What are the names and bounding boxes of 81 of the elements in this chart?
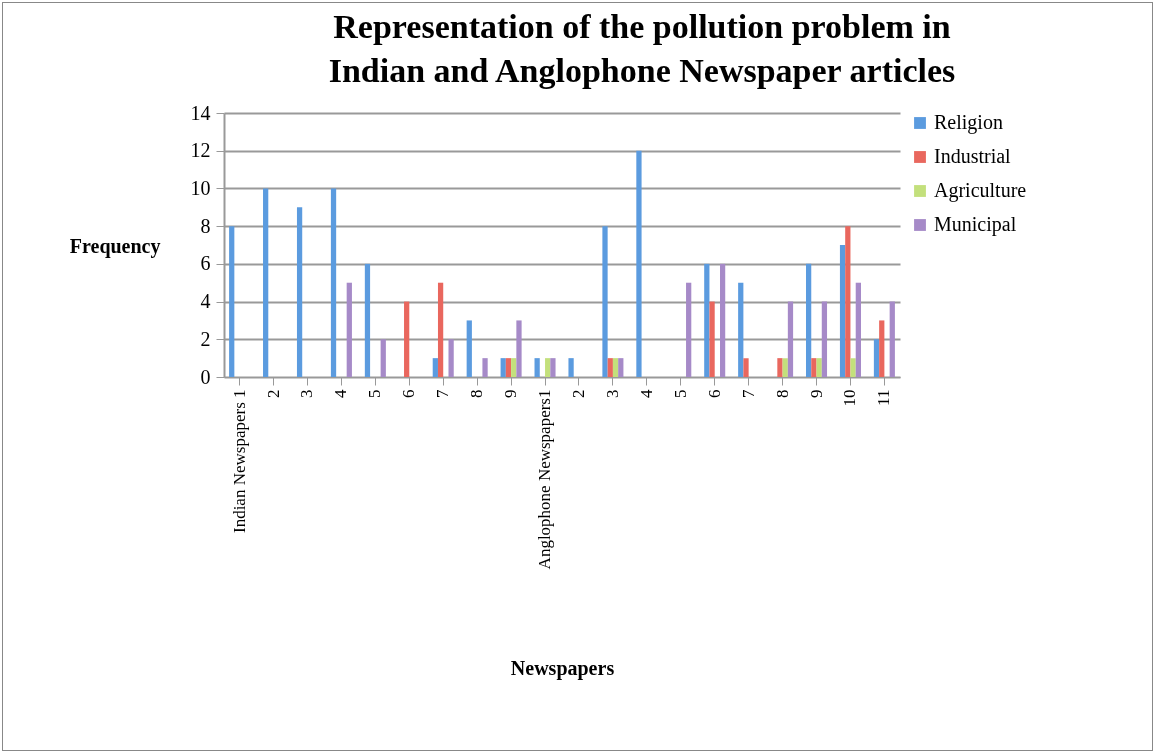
bar — [500, 358, 506, 377]
x-tick-label: 10 — [840, 389, 860, 407]
x-tick-label: Anglophone Newspapers1 — [535, 389, 555, 570]
bar — [516, 320, 522, 377]
bar — [380, 339, 386, 377]
legend-label: Industrial — [934, 145, 1012, 167]
bar — [839, 245, 846, 377]
x-axis-title: Newspapers — [510, 657, 615, 681]
y-tick-label: 6 — [200, 252, 211, 275]
y-tick-label: 14 — [190, 101, 211, 124]
bar — [545, 358, 551, 377]
bar — [686, 282, 692, 377]
bar — [738, 282, 744, 377]
bar — [534, 358, 540, 377]
x-tick-label: 9 — [501, 389, 521, 398]
bar — [850, 358, 856, 377]
y-axis-title: Frequency — [69, 234, 161, 258]
legend-label: Municipal — [934, 213, 1017, 236]
bar — [466, 320, 472, 377]
x-tick-label: Indian Newspapers 1 — [229, 389, 249, 534]
bar — [816, 358, 822, 377]
bar — [821, 301, 828, 377]
x-tick-label: 7 — [738, 389, 758, 398]
x-tick-label: 6 — [399, 389, 419, 398]
bar — [806, 263, 812, 377]
bar — [811, 358, 817, 377]
bar — [709, 301, 715, 377]
bar — [404, 301, 410, 377]
bar — [845, 226, 851, 377]
x-tick-label: 5 — [670, 389, 690, 398]
bar — [618, 358, 624, 377]
bar — [607, 358, 613, 377]
bar — [505, 358, 512, 377]
x-tick-label: 2 — [568, 389, 588, 398]
bar — [704, 263, 710, 377]
y-tick-label: 10 — [190, 176, 211, 199]
bar — [879, 320, 885, 377]
bar — [855, 282, 861, 377]
x-tick-label: 2 — [263, 389, 283, 398]
chart-title: Representation of the pollution problem in Indian and Anglophone Newspaper articles — [328, 8, 956, 89]
bar — [364, 263, 371, 377]
x-tick-label: 3 — [297, 389, 317, 398]
bar — [777, 358, 783, 377]
bar — [889, 301, 895, 377]
x-tick-label: 4 — [331, 389, 351, 398]
y-tick-label: 8 — [200, 214, 211, 237]
x-tick-label: 9 — [806, 389, 826, 398]
y-tick-label: 0 — [200, 365, 211, 388]
x-tick-label: 6 — [704, 389, 724, 398]
bar — [448, 339, 454, 377]
bar — [550, 358, 556, 377]
x-tick-label: 8 — [772, 389, 792, 398]
bar — [330, 188, 337, 377]
bar — [787, 301, 794, 377]
bar — [296, 207, 303, 377]
bar — [782, 358, 788, 377]
bar — [263, 188, 269, 377]
legend-label: Religion — [934, 111, 1003, 134]
bar — [636, 150, 642, 377]
legend-label: Agriculture — [934, 179, 1027, 202]
bar — [602, 226, 608, 377]
x-tick-label: 5 — [365, 389, 385, 398]
y-tick-label: 2 — [200, 327, 211, 350]
bar — [743, 358, 749, 377]
bar — [873, 339, 880, 377]
bar — [432, 358, 438, 377]
x-tick-label: 3 — [602, 389, 622, 398]
x-tick-label: 4 — [636, 389, 656, 398]
bar — [612, 358, 619, 377]
bar — [346, 282, 352, 377]
y-tick-label: 4 — [200, 290, 211, 313]
bar — [229, 226, 235, 377]
bar — [482, 358, 488, 377]
bar — [437, 282, 444, 377]
bar — [719, 263, 726, 377]
x-tick-label: 11 — [874, 389, 894, 406]
x-tick-label: 8 — [467, 389, 487, 398]
x-tick-label: 7 — [433, 389, 453, 398]
bar — [568, 358, 574, 377]
bar — [511, 358, 517, 377]
y-tick-label: 12 — [190, 139, 211, 162]
